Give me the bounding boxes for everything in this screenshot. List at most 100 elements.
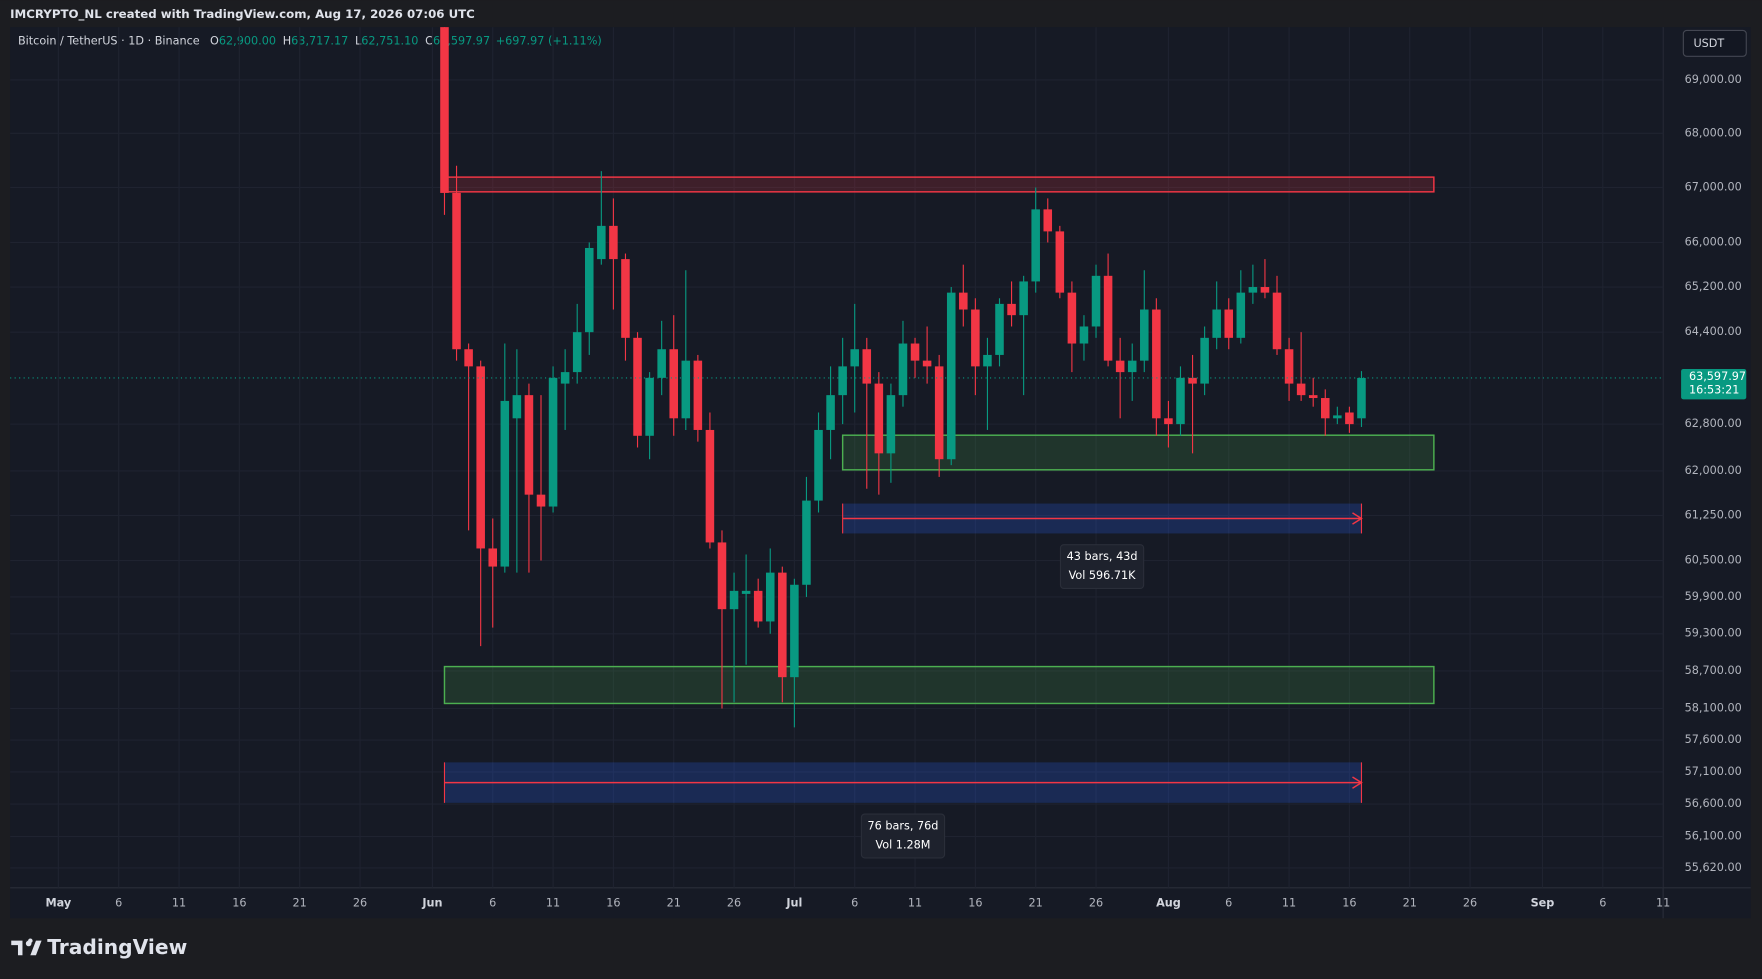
ohlc-key: C — [425, 35, 433, 48]
x-tick-label: Sep — [1531, 897, 1555, 910]
last-price-label: 63,597.97 — [1689, 370, 1746, 383]
y-tick-label: 58,100.00 — [1685, 701, 1742, 714]
candle-body — [560, 372, 570, 384]
y-tick-label: 57,100.00 — [1685, 765, 1742, 778]
price-zone — [443, 665, 1435, 705]
candle-body — [1103, 275, 1113, 361]
candle-body — [476, 366, 485, 549]
candle-body — [1248, 287, 1258, 293]
x-tick-label: Jun — [421, 897, 442, 910]
x-tick-label: 6 — [851, 897, 858, 910]
candle-body — [657, 349, 666, 378]
y-tick-label: 55,620.00 — [1685, 861, 1742, 874]
candle-body — [814, 429, 823, 501]
candle-body — [959, 292, 968, 310]
price-zone — [443, 176, 1435, 193]
candle-body — [536, 494, 546, 507]
symbol-legend: Bitcoin / TetherUS · 1D · Binance O62,90… — [18, 35, 602, 48]
x-tick-label: 16 — [606, 897, 620, 910]
candle-body — [609, 225, 618, 260]
price-change: +697.97 (+1.11%) — [496, 35, 602, 48]
candle-body — [1055, 231, 1065, 293]
candle-body — [1188, 377, 1197, 384]
y-tick-label: 59,900.00 — [1685, 590, 1742, 603]
candle-body — [778, 572, 787, 678]
range-arrow — [842, 512, 1363, 525]
candle-body — [1200, 337, 1209, 384]
y-tick-label: 56,100.00 — [1685, 830, 1742, 843]
x-tick-label: 11 — [908, 897, 922, 910]
candle-body — [1031, 209, 1040, 282]
range-bars-label: 43 bars, 43d — [1067, 550, 1138, 563]
currency-label: USDT — [1693, 37, 1724, 50]
candle-body — [898, 343, 908, 396]
price-zone — [841, 434, 1435, 471]
candle-body — [717, 542, 727, 610]
brand-logo[interactable]: TradingView — [11, 935, 187, 959]
candle-body — [765, 572, 775, 622]
x-tick-label: 26 — [353, 897, 367, 910]
candle-body — [1345, 412, 1354, 425]
brand-name: TradingView — [47, 935, 187, 959]
candle-body — [1176, 377, 1185, 425]
y-tick-label: 64,400.00 — [1685, 325, 1742, 338]
countdown-label: 16:53:21 — [1689, 383, 1739, 396]
candle-body — [1212, 309, 1221, 338]
candle-body — [922, 360, 932, 367]
candle-body — [645, 377, 654, 436]
candle-body — [838, 366, 847, 396]
symbol: Bitcoin / TetherUS · 1D · Binance — [18, 35, 200, 48]
x-tick-label: 11 — [172, 897, 186, 910]
candle-body — [1284, 349, 1294, 384]
candle-body — [1164, 418, 1173, 425]
y-tick-label: 62,800.00 — [1685, 417, 1742, 430]
x-tick-label: 6 — [1225, 897, 1232, 910]
x-tick-label: Aug — [1156, 897, 1181, 910]
candle-body — [681, 360, 691, 419]
ohlc-value: 62,900.00 — [219, 35, 276, 48]
ohlc-key: L — [355, 35, 362, 48]
candle-body — [488, 548, 498, 567]
candle-body — [1043, 209, 1053, 232]
candle-body — [1357, 377, 1366, 419]
brand-icon-dot — [25, 940, 32, 947]
y-tick-label: 67,000.00 — [1685, 180, 1742, 193]
candle-body — [741, 590, 751, 594]
x-tick-label: Jul — [785, 897, 802, 910]
candle-body — [862, 349, 872, 384]
candle-body — [440, 27, 449, 193]
x-tick-label: 11 — [546, 897, 560, 910]
x-tick-label: 11 — [1656, 897, 1670, 910]
x-tick-label: 21 — [1403, 897, 1417, 910]
y-tick-label: 61,250.00 — [1685, 508, 1742, 521]
candle-body — [946, 292, 956, 460]
y-tick-label: 68,000.00 — [1685, 126, 1742, 139]
x-tick-label: 6 — [115, 897, 122, 910]
candle-body — [934, 366, 944, 460]
y-tick-label: 58,700.00 — [1685, 664, 1742, 677]
currency-button-box — [1682, 29, 1747, 57]
attribution: IMCRYPTO_NL created with TradingView.com… — [10, 7, 475, 22]
candle-body — [1272, 292, 1282, 350]
currency-button[interactable]: USDT — [1682, 29, 1747, 57]
x-tick-label: 6 — [1599, 897, 1606, 910]
candle-body — [826, 395, 835, 430]
y-tick-label: 57,600.00 — [1685, 733, 1742, 746]
candle-body — [983, 354, 992, 367]
candle-body — [1224, 309, 1234, 338]
candle-body — [705, 429, 715, 543]
ohlc-value: 62,751.10 — [361, 35, 418, 48]
x-tick-label: 16 — [1342, 897, 1356, 910]
ohlc-value: 63,717.17 — [291, 35, 348, 48]
candle-body — [464, 349, 473, 367]
candle-body — [584, 247, 594, 333]
range-label-box — [1059, 544, 1145, 590]
x-tick-label: 26 — [1463, 897, 1477, 910]
candle-body — [633, 337, 642, 436]
candle-body — [621, 259, 630, 338]
y-tick-label: 66,000.00 — [1685, 235, 1742, 248]
candle-body — [548, 377, 558, 507]
candle-body — [729, 590, 739, 610]
